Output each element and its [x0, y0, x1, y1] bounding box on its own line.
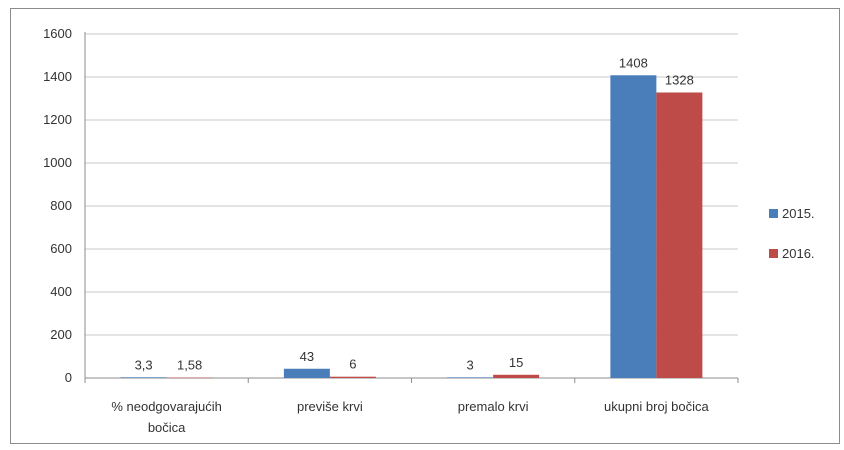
bar [166, 377, 213, 379]
data-label: 1,58 [177, 358, 202, 373]
bar [610, 75, 657, 378]
y-tick-label: 1200 [43, 112, 72, 127]
y-tick-label: 1400 [43, 69, 72, 84]
data-label: 3 [467, 357, 474, 372]
y-tick-label: 800 [50, 198, 72, 213]
bar [120, 377, 167, 378]
y-tick-label: 0 [65, 370, 72, 385]
bar [493, 374, 540, 378]
bar [329, 376, 376, 378]
data-label: 15 [509, 355, 523, 370]
legend-swatch [769, 249, 778, 258]
category-label: bočica [148, 420, 186, 435]
data-label: 1328 [665, 72, 694, 87]
legend-label: 2015. [782, 206, 815, 221]
data-label: 43 [300, 349, 314, 364]
category-label: premalo krvi [458, 399, 529, 414]
bar [283, 368, 330, 378]
y-tick-label: 400 [50, 284, 72, 299]
y-tick-label: 1000 [43, 155, 72, 170]
category-label: % neodgovarajućih [111, 399, 222, 414]
category-label: ukupni broj bočica [604, 399, 710, 414]
bar [656, 92, 703, 378]
y-tick-label: 1600 [43, 26, 72, 41]
y-tick-label: 600 [50, 241, 72, 256]
data-label: 3,3 [135, 357, 153, 372]
legend-swatch [769, 209, 778, 218]
bar [447, 377, 494, 378]
data-label: 6 [349, 357, 356, 372]
legend-label: 2016. [782, 246, 815, 261]
y-tick-label: 200 [50, 327, 72, 342]
data-label: 1408 [619, 55, 648, 70]
category-label: previše krvi [297, 399, 363, 414]
